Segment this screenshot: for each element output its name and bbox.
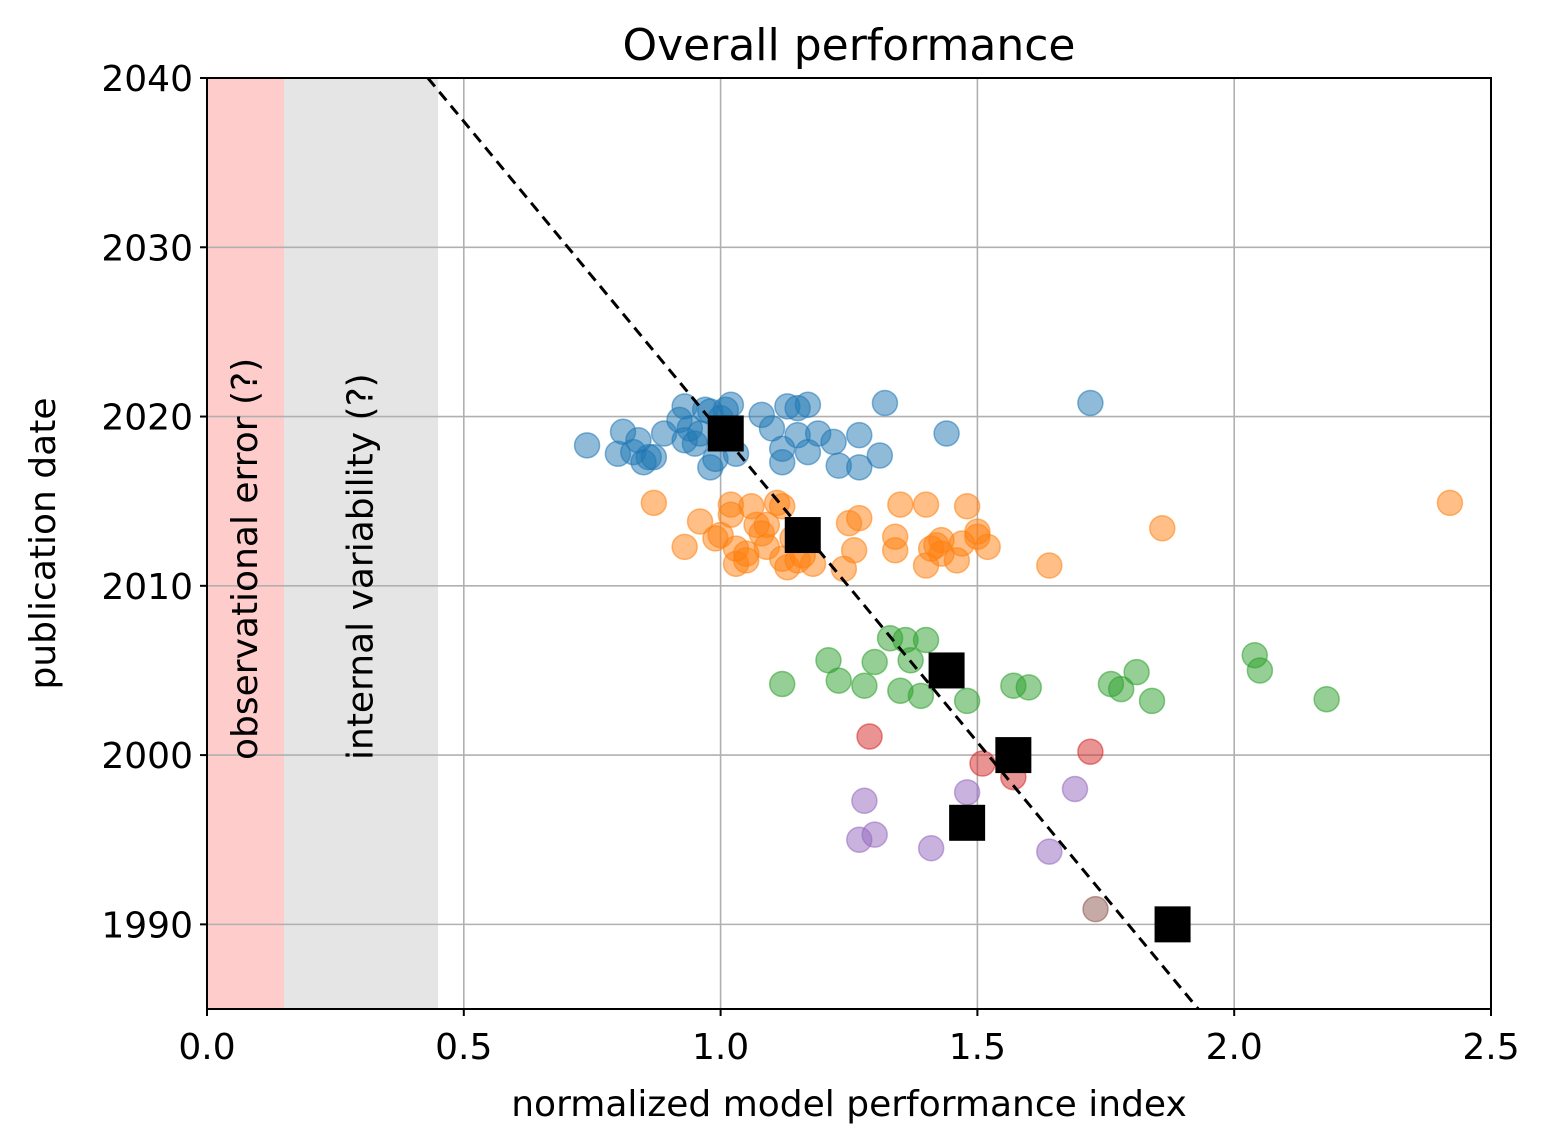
scatter-point bbox=[912, 491, 940, 518]
scatter-point bbox=[1313, 685, 1340, 713]
x-tick-label: 0.0 bbox=[178, 1027, 235, 1068]
points-layer bbox=[573, 389, 1464, 923]
y-tick-label: 2040 bbox=[101, 59, 193, 100]
scatter-point bbox=[887, 491, 914, 518]
scatter-point bbox=[1036, 552, 1063, 579]
scatter-point bbox=[768, 670, 796, 698]
scatter-point bbox=[640, 489, 668, 517]
scatter-point bbox=[686, 508, 714, 535]
scatter-point bbox=[1107, 675, 1135, 703]
mean-marker bbox=[707, 415, 744, 452]
mean-marker bbox=[1154, 906, 1191, 943]
y-tick-label: 2010 bbox=[101, 567, 193, 608]
scatter-point bbox=[1077, 738, 1104, 765]
scatter-point bbox=[768, 448, 796, 476]
ticks-layer: 0.0 0.5 1.0 1.5 2.0 2.5 1990 2000 2010 2020 2030 20… bbox=[101, 59, 1519, 1068]
scatter-point bbox=[912, 626, 940, 654]
scatter-point bbox=[881, 523, 909, 550]
scatter-point bbox=[851, 787, 878, 815]
band-label-0: observational error (?) bbox=[225, 358, 266, 760]
mean-marker bbox=[949, 804, 986, 841]
scatter-point bbox=[974, 533, 1001, 561]
scatter-point bbox=[969, 750, 996, 777]
scatter-point bbox=[851, 672, 878, 699]
scatter-point bbox=[846, 421, 873, 449]
x-tick-label: 1.0 bbox=[692, 1027, 749, 1068]
scatter-point bbox=[1123, 658, 1150, 686]
y-tick-label: 2020 bbox=[101, 398, 193, 439]
mean-marker bbox=[784, 517, 821, 554]
scatter-point bbox=[1036, 838, 1063, 865]
scatter-point bbox=[1061, 775, 1089, 803]
band-1 bbox=[284, 78, 439, 1009]
x-tick-label: 2.0 bbox=[1206, 1027, 1263, 1068]
scatter-point bbox=[953, 687, 981, 715]
plot-frame bbox=[206, 77, 1492, 1010]
scatter-point bbox=[917, 834, 945, 862]
scatter-point bbox=[1015, 674, 1043, 701]
scatter-point bbox=[1246, 657, 1274, 684]
scatter-point bbox=[871, 389, 899, 417]
y-tick-label: 1990 bbox=[101, 905, 193, 946]
y-axis-label: publication date bbox=[23, 398, 64, 690]
x-axis-label: normalized model performance index bbox=[511, 1084, 1187, 1125]
scatter-point bbox=[794, 391, 822, 418]
scatter-point bbox=[953, 493, 981, 520]
chart-title: Overall performance bbox=[622, 20, 1075, 71]
means-layer bbox=[707, 415, 1191, 943]
x-tick-label: 1.5 bbox=[949, 1027, 1006, 1068]
scatter-point bbox=[1077, 389, 1104, 417]
scatter-point bbox=[866, 442, 894, 469]
scatter-point bbox=[846, 454, 873, 481]
mean-marker bbox=[995, 737, 1032, 774]
y-tick-label: 2000 bbox=[101, 736, 193, 777]
scatter-point bbox=[1149, 515, 1176, 542]
scatter-point bbox=[717, 391, 745, 418]
band-0 bbox=[207, 78, 285, 1009]
mean-marker bbox=[928, 652, 965, 689]
scatter-point bbox=[861, 648, 888, 676]
scatter-point bbox=[907, 682, 935, 710]
y-tick-label: 2030 bbox=[101, 228, 193, 269]
band-labels-layer: observational error (?) internal variabil… bbox=[225, 358, 382, 760]
scatter-point bbox=[671, 533, 698, 561]
grid-layer bbox=[207, 78, 1491, 1009]
scatter-point bbox=[846, 504, 873, 532]
x-tick-label: 2.5 bbox=[1462, 1027, 1519, 1068]
scatter-point bbox=[1138, 687, 1166, 715]
band-label-1: internal variability (?) bbox=[341, 373, 382, 760]
scatter-point bbox=[953, 779, 981, 806]
x-tick-label: 0.5 bbox=[435, 1027, 492, 1068]
scatter-point bbox=[640, 443, 668, 471]
scatter-point bbox=[820, 428, 847, 456]
scatter-point bbox=[1436, 489, 1464, 517]
scatter-point bbox=[861, 821, 888, 848]
scatter-point bbox=[825, 667, 852, 694]
scatter-point bbox=[856, 723, 883, 750]
scatter-point bbox=[933, 420, 960, 447]
scatter-point bbox=[840, 537, 868, 564]
bands-layer bbox=[207, 78, 439, 1009]
scatter-point bbox=[1082, 895, 1109, 923]
scatter-point bbox=[573, 432, 601, 459]
